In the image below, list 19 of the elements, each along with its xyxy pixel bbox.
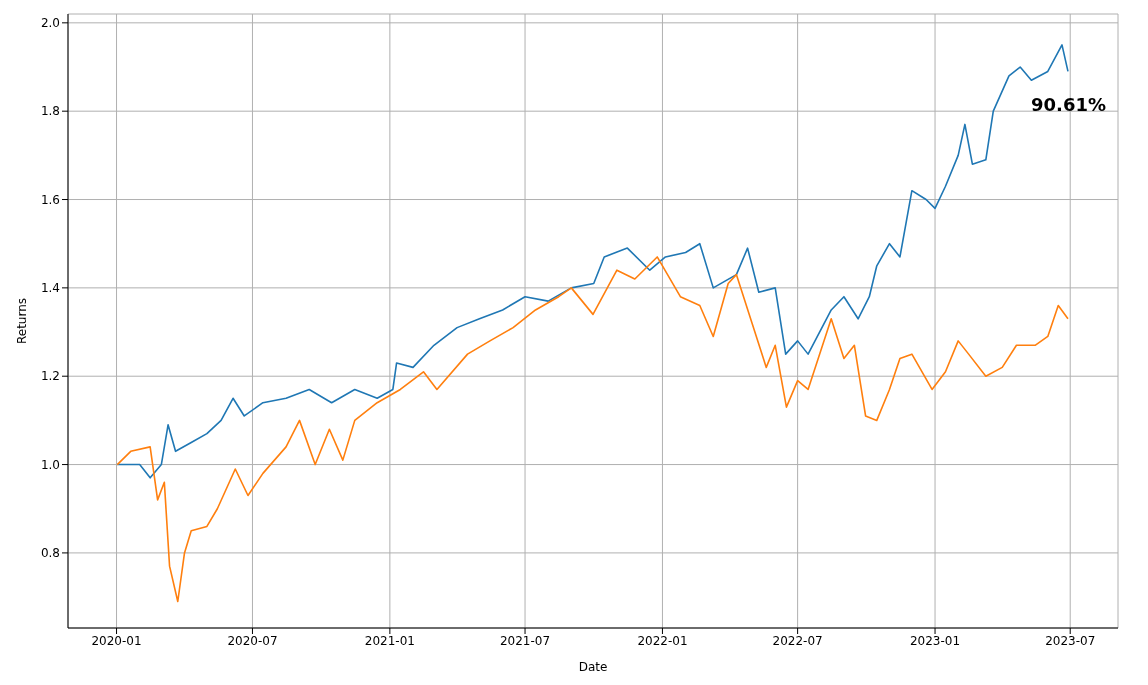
y-axis-title: Returns [15,297,30,345]
x-tick-label: 2020-07 [227,633,278,648]
x-tick-label: 2021-07 [499,633,551,648]
x-tick-label: 2020-01 [91,633,142,648]
y-tick-label: 1.2 [40,369,60,384]
y-tick-label: 1.6 [40,192,60,207]
x-tick-label: 2022-01 [637,633,688,648]
y-tick-label: 0.8 [40,546,60,561]
y-tick-label: 1.8 [40,104,60,119]
x-tick-label: 2021-01 [364,633,415,648]
line-series [116,256,1069,603]
x-tick-label: 2022-07 [772,633,823,648]
x-tick-label: 2023-01 [909,633,961,648]
y-tick-label: 1.0 [40,457,60,472]
x-axis-title: Date [578,660,608,674]
y-tick-label: 2.0 [40,16,60,31]
y-tick-label: 1.4 [40,281,60,296]
annotation: 90.61% [1031,94,1106,115]
x-tick-label: 2023-07 [1045,633,1096,648]
